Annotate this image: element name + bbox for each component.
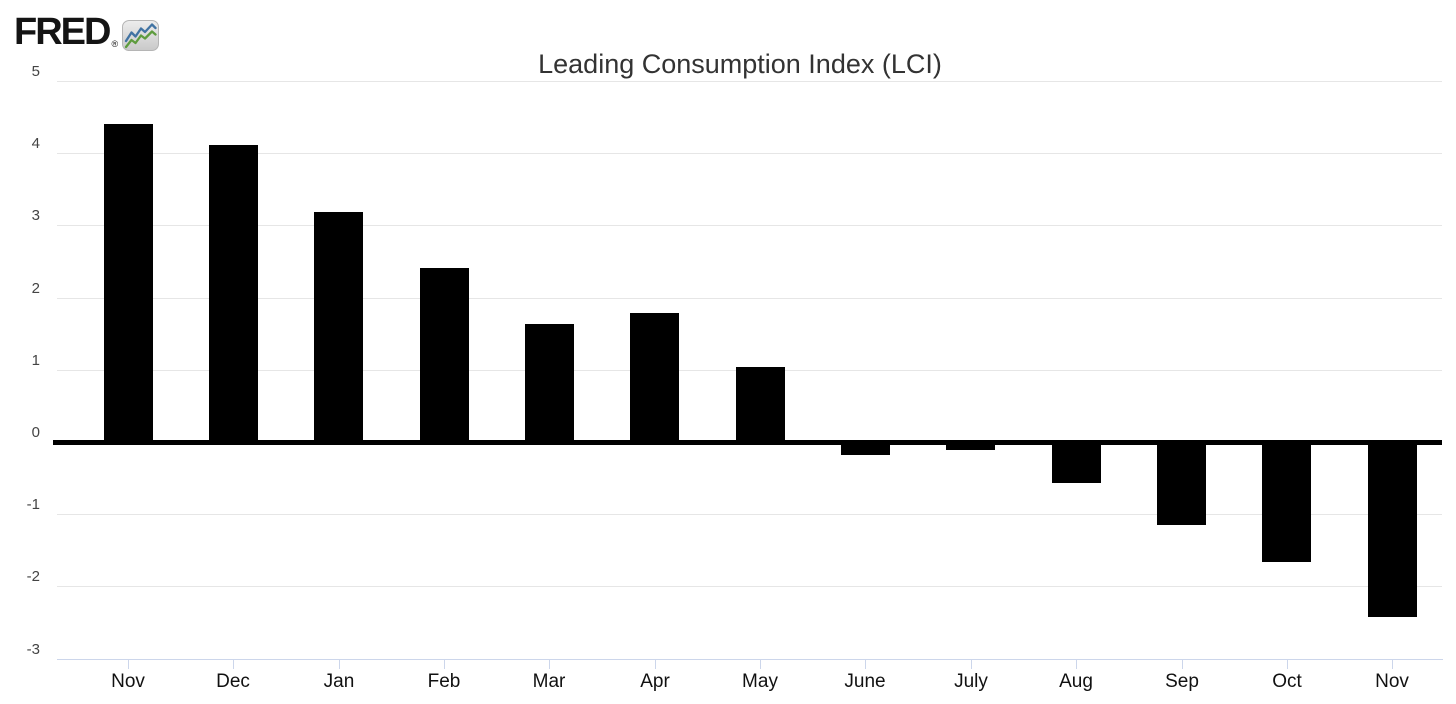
y-axis-label: -1 [26,496,40,513]
bar-dec[interactable] [209,145,258,442]
x-axis-tick [865,658,866,669]
x-axis-tick [444,658,445,669]
y-axis-label: 5 [31,63,40,80]
x-axis-label: Nov [111,671,145,692]
x-axis-tick [760,658,761,669]
x-axis-tick [971,658,972,669]
x-axis-line [57,659,1443,660]
bar-mar[interactable] [525,324,574,442]
fred-logo: FRED ® [14,11,160,53]
x-axis-tick [1287,658,1288,669]
x-axis-label: Sep [1165,671,1199,692]
x-axis-label: Oct [1272,671,1302,692]
x-axis-label: Dec [216,671,250,692]
x-axis-tick [1182,658,1183,669]
y-gridline [57,81,1442,82]
x-axis-tick [1392,658,1393,669]
y-axis-label: -3 [26,641,40,658]
y-axis-label: 2 [31,280,40,297]
y-axis-label: 3 [31,207,40,224]
x-axis-label: July [954,671,988,692]
x-axis-label: Aug [1059,671,1093,692]
x-axis-label: Jan [323,671,355,692]
y-gridline [57,153,1442,154]
fred-logo-text: FRED [14,11,111,53]
chart-title: Leading Consumption Index (LCI) [538,49,942,79]
bar-jan[interactable] [314,212,363,442]
x-axis-tick [128,658,129,669]
bar-apr[interactable] [630,313,679,442]
y-axis-label: 0 [31,424,40,441]
x-axis-label: Mar [532,671,566,692]
bar-aug[interactable] [1052,442,1101,483]
bar-july[interactable] [946,442,995,450]
x-axis-label: Feb [427,671,461,692]
x-axis-tick [655,658,656,669]
bar-nov[interactable] [104,124,153,442]
registered-trademark-symbol: ® [111,39,119,49]
fred-sparkline-badge-icon [122,20,160,51]
zero-baseline [53,440,1442,445]
y-axis-label: -2 [26,568,40,585]
x-axis-tick [339,658,340,669]
y-gridline [57,586,1442,587]
bar-oct[interactable] [1262,442,1311,562]
y-axis-label: 1 [31,352,40,369]
y-axis-label: 4 [31,135,40,152]
x-axis-tick [233,658,234,669]
bar-may[interactable] [736,367,785,442]
x-axis-label: Nov [1375,671,1409,692]
x-axis-label: June [844,671,886,692]
x-axis-tick [549,658,550,669]
y-gridline [57,225,1442,226]
x-axis-tick [1076,658,1077,669]
bar-june[interactable] [841,442,890,455]
bar-feb[interactable] [420,268,469,442]
y-gridline [57,298,1442,299]
y-gridline [57,514,1442,515]
bar-nov[interactable] [1368,442,1417,617]
x-axis-label: May [742,671,778,692]
x-axis-label: Apr [640,671,670,692]
bar-sep[interactable] [1157,442,1206,525]
